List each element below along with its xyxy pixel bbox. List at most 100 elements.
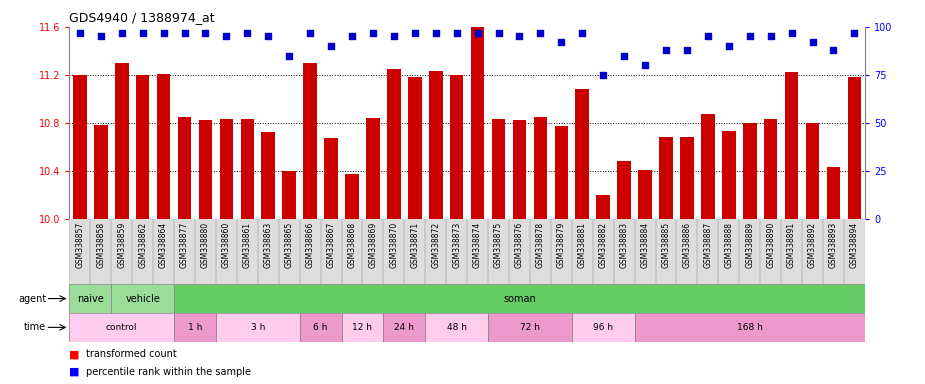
Point bbox=[261, 33, 276, 40]
Text: GSM338861: GSM338861 bbox=[243, 222, 252, 268]
Bar bbox=[827, 167, 840, 219]
Bar bbox=[764, 119, 778, 219]
Text: GSM338894: GSM338894 bbox=[850, 222, 859, 268]
Text: GSM338870: GSM338870 bbox=[389, 222, 399, 268]
Text: GSM338869: GSM338869 bbox=[368, 222, 377, 268]
Text: 48 h: 48 h bbox=[447, 323, 466, 332]
Bar bbox=[429, 71, 442, 219]
Bar bbox=[115, 63, 129, 219]
Point bbox=[324, 43, 339, 49]
Text: GSM338862: GSM338862 bbox=[138, 222, 147, 268]
Text: percentile rank within the sample: percentile rank within the sample bbox=[86, 367, 251, 377]
Point bbox=[407, 30, 422, 36]
Text: GDS4940 / 1388974_at: GDS4940 / 1388974_at bbox=[69, 11, 215, 24]
Bar bbox=[219, 119, 233, 219]
Text: GSM338879: GSM338879 bbox=[557, 222, 566, 268]
Text: transformed count: transformed count bbox=[86, 349, 177, 359]
Bar bbox=[597, 195, 610, 219]
Text: GSM338864: GSM338864 bbox=[159, 222, 168, 268]
Bar bbox=[450, 75, 463, 219]
Point bbox=[450, 30, 464, 36]
Point bbox=[700, 33, 715, 40]
Text: 168 h: 168 h bbox=[737, 323, 763, 332]
Point bbox=[365, 30, 380, 36]
Point bbox=[135, 30, 150, 36]
Text: GSM338887: GSM338887 bbox=[703, 222, 712, 268]
Bar bbox=[69, 284, 111, 313]
Point bbox=[659, 47, 673, 53]
Bar bbox=[784, 73, 798, 219]
Bar bbox=[73, 75, 87, 219]
Bar bbox=[300, 313, 341, 342]
Point bbox=[302, 30, 317, 36]
Text: GSM338893: GSM338893 bbox=[829, 222, 838, 268]
Point bbox=[784, 30, 799, 36]
Bar bbox=[174, 313, 216, 342]
Text: 3 h: 3 h bbox=[251, 323, 265, 332]
Bar bbox=[617, 161, 631, 219]
Bar bbox=[303, 63, 317, 219]
Point bbox=[156, 30, 171, 36]
Bar bbox=[722, 131, 735, 219]
Bar bbox=[847, 77, 861, 219]
Point bbox=[198, 30, 213, 36]
Bar bbox=[216, 313, 300, 342]
Text: 96 h: 96 h bbox=[593, 323, 613, 332]
Point bbox=[115, 30, 130, 36]
Bar bbox=[178, 117, 191, 219]
Text: naive: naive bbox=[77, 293, 104, 304]
Text: GSM338866: GSM338866 bbox=[305, 222, 314, 268]
Point bbox=[72, 30, 87, 36]
Text: agent: agent bbox=[18, 293, 46, 304]
Point bbox=[387, 33, 401, 40]
Point bbox=[596, 72, 611, 78]
Text: GSM338865: GSM338865 bbox=[285, 222, 293, 268]
Bar bbox=[806, 123, 820, 219]
Point bbox=[470, 30, 485, 36]
Text: GSM338883: GSM338883 bbox=[620, 222, 629, 268]
Bar bbox=[534, 117, 548, 219]
Point bbox=[574, 30, 589, 36]
Text: time: time bbox=[24, 322, 46, 333]
Point bbox=[826, 47, 841, 53]
Text: GSM338886: GSM338886 bbox=[683, 222, 691, 268]
Bar bbox=[426, 313, 488, 342]
Text: GSM338878: GSM338878 bbox=[536, 222, 545, 268]
Text: GSM338874: GSM338874 bbox=[473, 222, 482, 268]
Text: GSM338875: GSM338875 bbox=[494, 222, 503, 268]
Text: GSM338889: GSM338889 bbox=[746, 222, 754, 268]
Point bbox=[512, 33, 527, 40]
Text: GSM338860: GSM338860 bbox=[222, 222, 231, 268]
Point bbox=[805, 39, 820, 45]
Text: soman: soman bbox=[503, 293, 536, 304]
Bar bbox=[743, 123, 757, 219]
Point bbox=[722, 43, 736, 49]
Bar bbox=[635, 313, 865, 342]
Text: control: control bbox=[106, 323, 138, 332]
Text: GSM338882: GSM338882 bbox=[598, 222, 608, 268]
Bar bbox=[341, 313, 383, 342]
Bar bbox=[94, 125, 107, 219]
Bar bbox=[136, 75, 150, 219]
Bar bbox=[282, 171, 296, 219]
Bar bbox=[575, 89, 589, 219]
Text: 12 h: 12 h bbox=[352, 323, 373, 332]
Text: GSM338873: GSM338873 bbox=[452, 222, 462, 268]
Text: GSM338890: GSM338890 bbox=[766, 222, 775, 268]
Bar bbox=[240, 119, 254, 219]
Text: GSM338868: GSM338868 bbox=[348, 222, 356, 268]
Text: GSM338858: GSM338858 bbox=[96, 222, 105, 268]
Bar bbox=[156, 74, 170, 219]
Point bbox=[219, 33, 234, 40]
Bar bbox=[111, 284, 174, 313]
Point bbox=[491, 30, 506, 36]
Point bbox=[240, 30, 254, 36]
Bar bbox=[554, 126, 568, 219]
Point bbox=[282, 53, 297, 59]
Text: GSM338885: GSM338885 bbox=[661, 222, 671, 268]
Bar bbox=[701, 114, 715, 219]
Text: 1 h: 1 h bbox=[188, 323, 203, 332]
Point bbox=[743, 33, 758, 40]
Text: GSM338867: GSM338867 bbox=[327, 222, 336, 268]
Bar bbox=[572, 313, 635, 342]
